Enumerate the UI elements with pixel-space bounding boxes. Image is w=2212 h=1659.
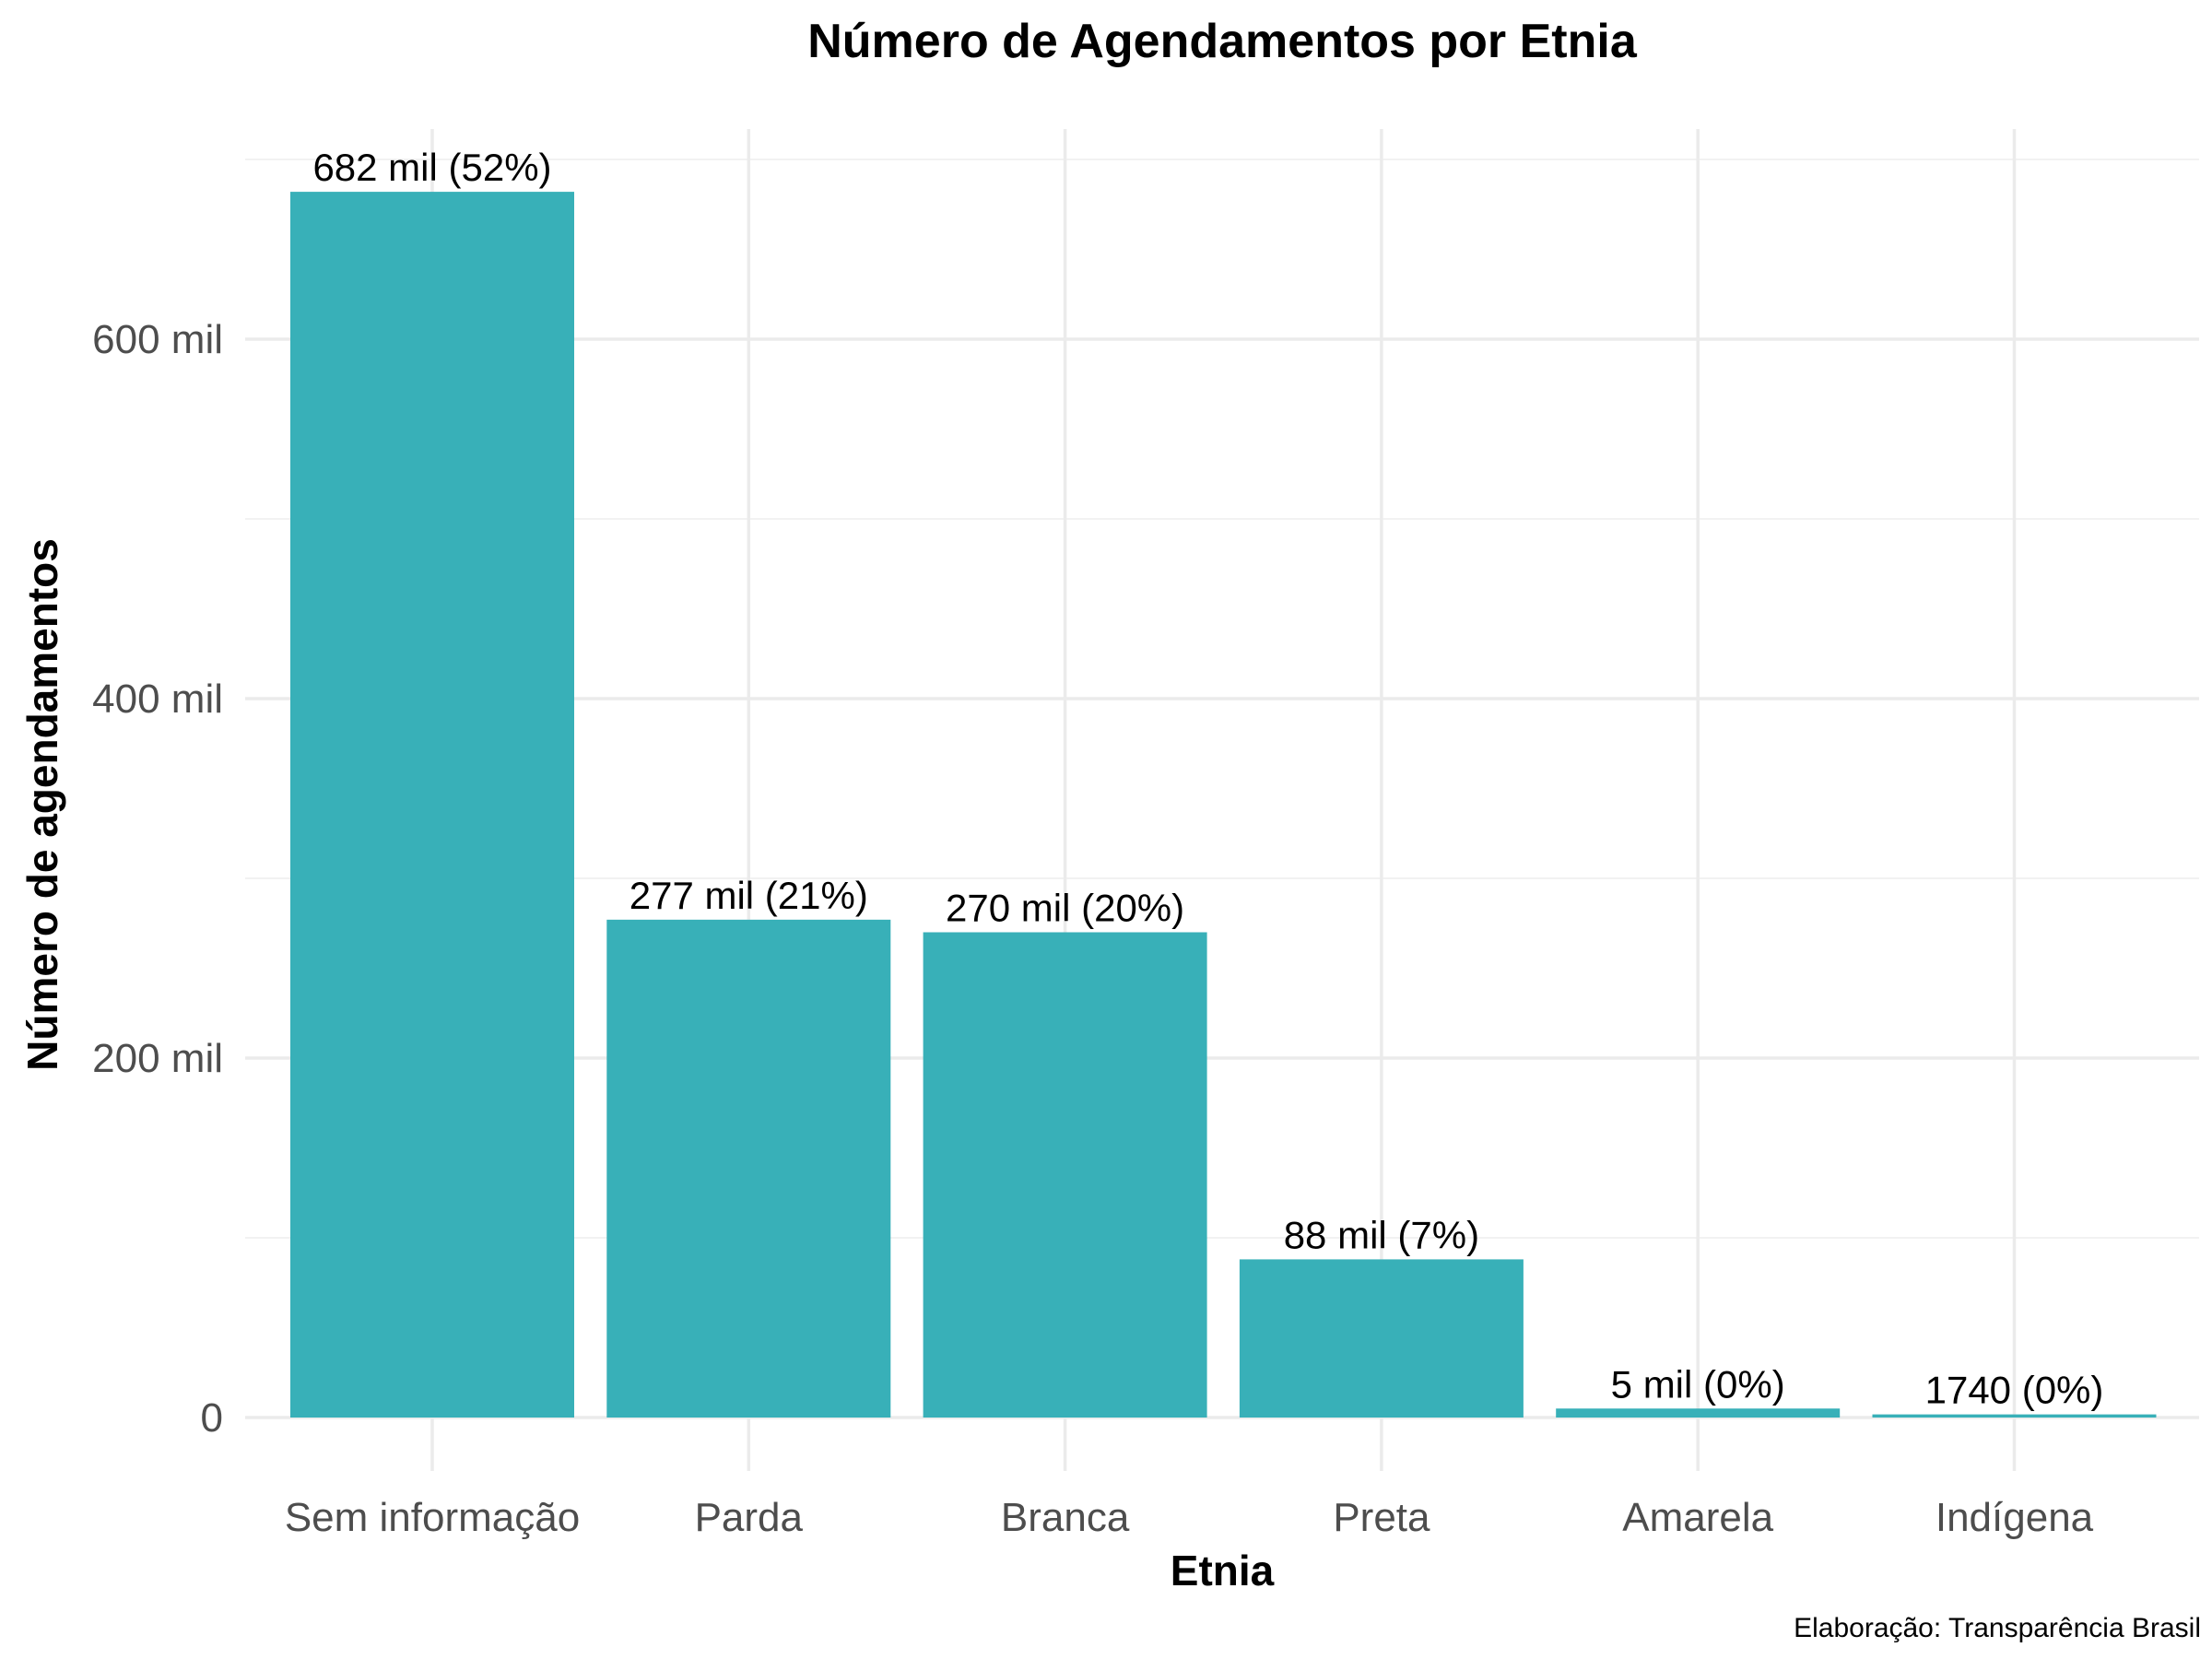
data-label: 1740 (0%) — [1925, 1369, 2104, 1412]
y-tick-label: 600 mil — [92, 317, 223, 362]
data-label: 270 mil (20%) — [946, 887, 1184, 930]
bars — [290, 192, 2157, 1418]
y-axis-title: Número de agendamentos — [18, 538, 66, 1071]
y-tick-label: 400 mil — [92, 677, 223, 722]
bar — [606, 919, 891, 1418]
y-tick-label: 0 — [201, 1395, 223, 1441]
bar — [1239, 1259, 1524, 1418]
y-tick-label: 200 mil — [92, 1036, 223, 1081]
bar — [923, 932, 1207, 1418]
x-axis-title: Etnia — [1171, 1547, 1275, 1594]
chart-title: Número de Agendamentos por Etnia — [807, 15, 1638, 68]
x-tick-label: Branca — [1001, 1495, 1130, 1540]
data-label: 88 mil (7%) — [1284, 1213, 1479, 1256]
data-label: 682 mil (52%) — [312, 146, 551, 189]
x-tick-label: Sem informação — [285, 1495, 580, 1540]
caption: Elaboração: Transparência Brasil — [1794, 1613, 2201, 1643]
y-axis-ticks: 0 200 mil 400 mil 600 mil — [92, 317, 223, 1441]
bar — [290, 192, 574, 1418]
x-tick-label: Indígena — [1936, 1495, 2094, 1540]
data-label: 277 mil (21%) — [629, 874, 868, 917]
data-label: 5 mil (0%) — [1611, 1362, 1785, 1406]
x-tick-label: Parda — [695, 1495, 804, 1540]
x-tick-label: Preta — [1333, 1495, 1430, 1540]
x-tick-label: Amarela — [1622, 1495, 1773, 1540]
bar — [1872, 1414, 2157, 1418]
x-axis-ticks: Sem informação Parda Branca Preta Amarela Ind… — [285, 1495, 2094, 1540]
data-labels: 682 mil (52%) 277 mil (21%) 270 mil (20%) 8… — [312, 146, 2103, 1412]
bar — [1556, 1408, 1841, 1418]
